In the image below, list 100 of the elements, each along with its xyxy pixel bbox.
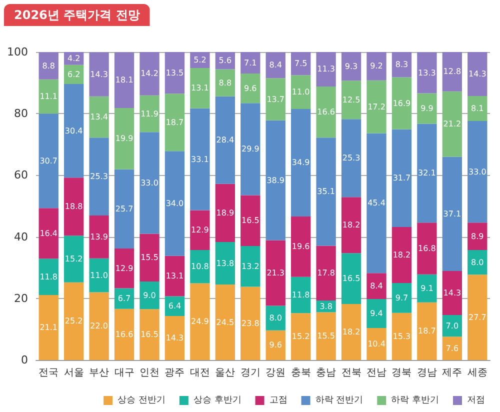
data-label: 37.1 (443, 209, 462, 218)
data-label: 13.4 (90, 112, 108, 122)
bar (316, 246, 336, 301)
bar (190, 283, 210, 360)
bar (215, 96, 236, 184)
y-tick-label: 100 (7, 46, 28, 58)
bar (341, 197, 362, 254)
data-label: 16.4 (40, 228, 58, 238)
data-label: 13.2 (241, 262, 260, 271)
data-label: 14.3 (468, 70, 486, 79)
data-label: 18.8 (64, 202, 83, 212)
bar (38, 79, 58, 114)
x-tick-label: 대구 (114, 368, 134, 378)
bar (240, 286, 260, 360)
bar (240, 103, 260, 196)
bar (38, 114, 58, 208)
data-label: 3.8 (320, 302, 332, 311)
data-label: 15.5 (317, 332, 335, 341)
bar (417, 274, 437, 302)
bar (89, 96, 109, 138)
data-label: 28.4 (216, 136, 234, 145)
bar (89, 258, 109, 292)
bar (38, 52, 58, 80)
data-label: 25.7 (115, 204, 134, 214)
bar (140, 132, 160, 234)
bar (190, 210, 210, 250)
data-label: 14.3 (443, 288, 462, 298)
data-label: 18.1 (115, 76, 134, 85)
data-label: 16.5 (342, 274, 360, 284)
bar (164, 296, 185, 316)
bar (392, 77, 412, 130)
data-label: 5.6 (218, 56, 232, 66)
bar (316, 312, 336, 360)
x-tick-label: 경기 (240, 368, 260, 378)
x-tick-label: 경남 (416, 368, 437, 378)
data-label: 17.8 (317, 268, 335, 278)
data-label: 8.8 (42, 61, 55, 70)
data-label: 32.1 (418, 168, 436, 178)
data-label: 27.7 (468, 312, 486, 322)
bar (468, 274, 488, 360)
bar (114, 288, 134, 309)
data-label: 33.1 (191, 154, 209, 164)
data-label: 45.4 (368, 198, 386, 208)
data-label: 12.9 (115, 264, 134, 273)
data-label: 8.4 (269, 60, 282, 70)
data-label: 15.2 (292, 332, 310, 342)
bar (215, 284, 236, 360)
data-label: 13.1 (166, 272, 184, 281)
data-label: 9.6 (244, 84, 257, 93)
bar (114, 108, 134, 170)
bar (468, 222, 488, 250)
bar (417, 302, 437, 360)
bar (366, 328, 386, 360)
data-label: 9.2 (370, 62, 383, 71)
x-tick-label: 전국 (38, 368, 59, 378)
data-label: 13.8 (216, 258, 234, 268)
bar (366, 52, 386, 80)
data-label: 12.8 (443, 67, 462, 76)
data-label: 18.2 (342, 220, 360, 230)
data-label: 31.7 (392, 174, 411, 183)
x-tick-label: 전북 (341, 368, 362, 378)
bar (366, 80, 386, 134)
data-label: 9.7 (395, 293, 408, 302)
bar (266, 52, 286, 78)
data-label: 7.5 (294, 59, 308, 68)
data-label: 14.3 (166, 333, 184, 342)
data-label: 6.2 (67, 70, 80, 79)
data-label: 13.9 (90, 232, 108, 242)
data-label: 11.8 (40, 272, 58, 282)
bar (290, 276, 311, 314)
data-label: 11.1 (40, 92, 58, 102)
data-label: 16.5 (140, 330, 158, 340)
data-label: 18.2 (342, 327, 360, 336)
data-label: 29.9 (241, 144, 260, 154)
data-label: 9.6 (269, 340, 282, 350)
bar (38, 208, 58, 259)
bar (316, 86, 336, 138)
data-label: 7.1 (244, 58, 257, 68)
bar (468, 52, 488, 96)
bar (417, 124, 437, 223)
data-label: 18.7 (166, 118, 184, 127)
data-label: 9.3 (344, 62, 358, 71)
bar (266, 120, 286, 240)
bar (366, 299, 386, 328)
x-tick-label: 세종 (467, 368, 488, 378)
bar (140, 281, 160, 310)
data-label: 8.1 (471, 104, 484, 114)
data-label: 8.9 (471, 232, 484, 241)
data-label: 15.5 (140, 253, 158, 262)
data-label: 8.8 (218, 78, 232, 88)
data-label: 9.9 (420, 104, 434, 114)
chart-title: 2026년 주택가격 전망 (14, 8, 140, 22)
data-label: 16.5 (241, 216, 260, 226)
bar (442, 315, 462, 337)
data-label: 16.8 (418, 244, 436, 254)
data-label: 25.3 (90, 172, 108, 182)
legend-label: 저점 (467, 396, 485, 406)
data-label: 34.9 (292, 158, 310, 168)
data-label: 11.9 (140, 109, 158, 118)
bar (468, 120, 488, 223)
